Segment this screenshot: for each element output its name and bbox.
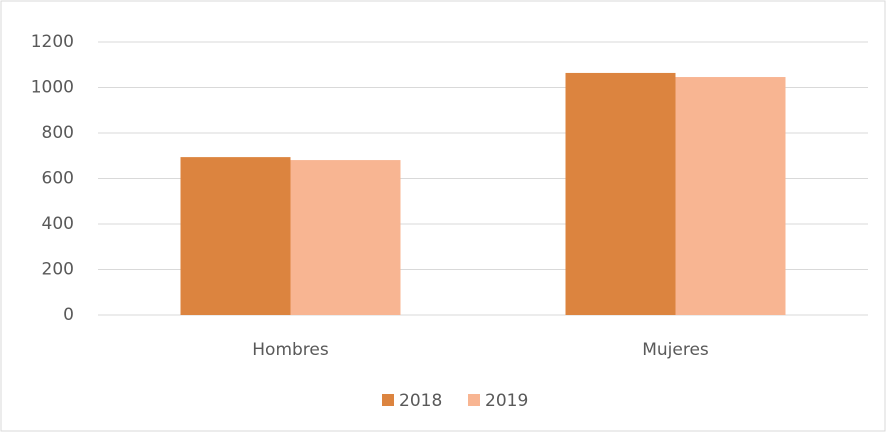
y-tick-label: 400	[42, 214, 74, 234]
legend-label: 2018	[399, 391, 442, 411]
legend-swatch	[468, 394, 480, 406]
y-tick-label: 200	[42, 260, 74, 280]
y-tick-label: 1200	[31, 32, 74, 52]
bar	[675, 77, 786, 315]
y-tick-label: 600	[42, 169, 74, 189]
x-tick-label: Hombres	[252, 340, 329, 360]
bar	[565, 72, 676, 315]
legend-swatch	[382, 394, 394, 406]
bar	[290, 160, 401, 315]
bar	[180, 157, 291, 315]
x-tick-label: Mujeres	[642, 340, 709, 360]
y-tick-label: 0	[63, 305, 74, 325]
y-tick-label: 1000	[31, 78, 74, 98]
legend-label: 2019	[485, 391, 528, 411]
y-tick-label: 800	[42, 123, 74, 143]
